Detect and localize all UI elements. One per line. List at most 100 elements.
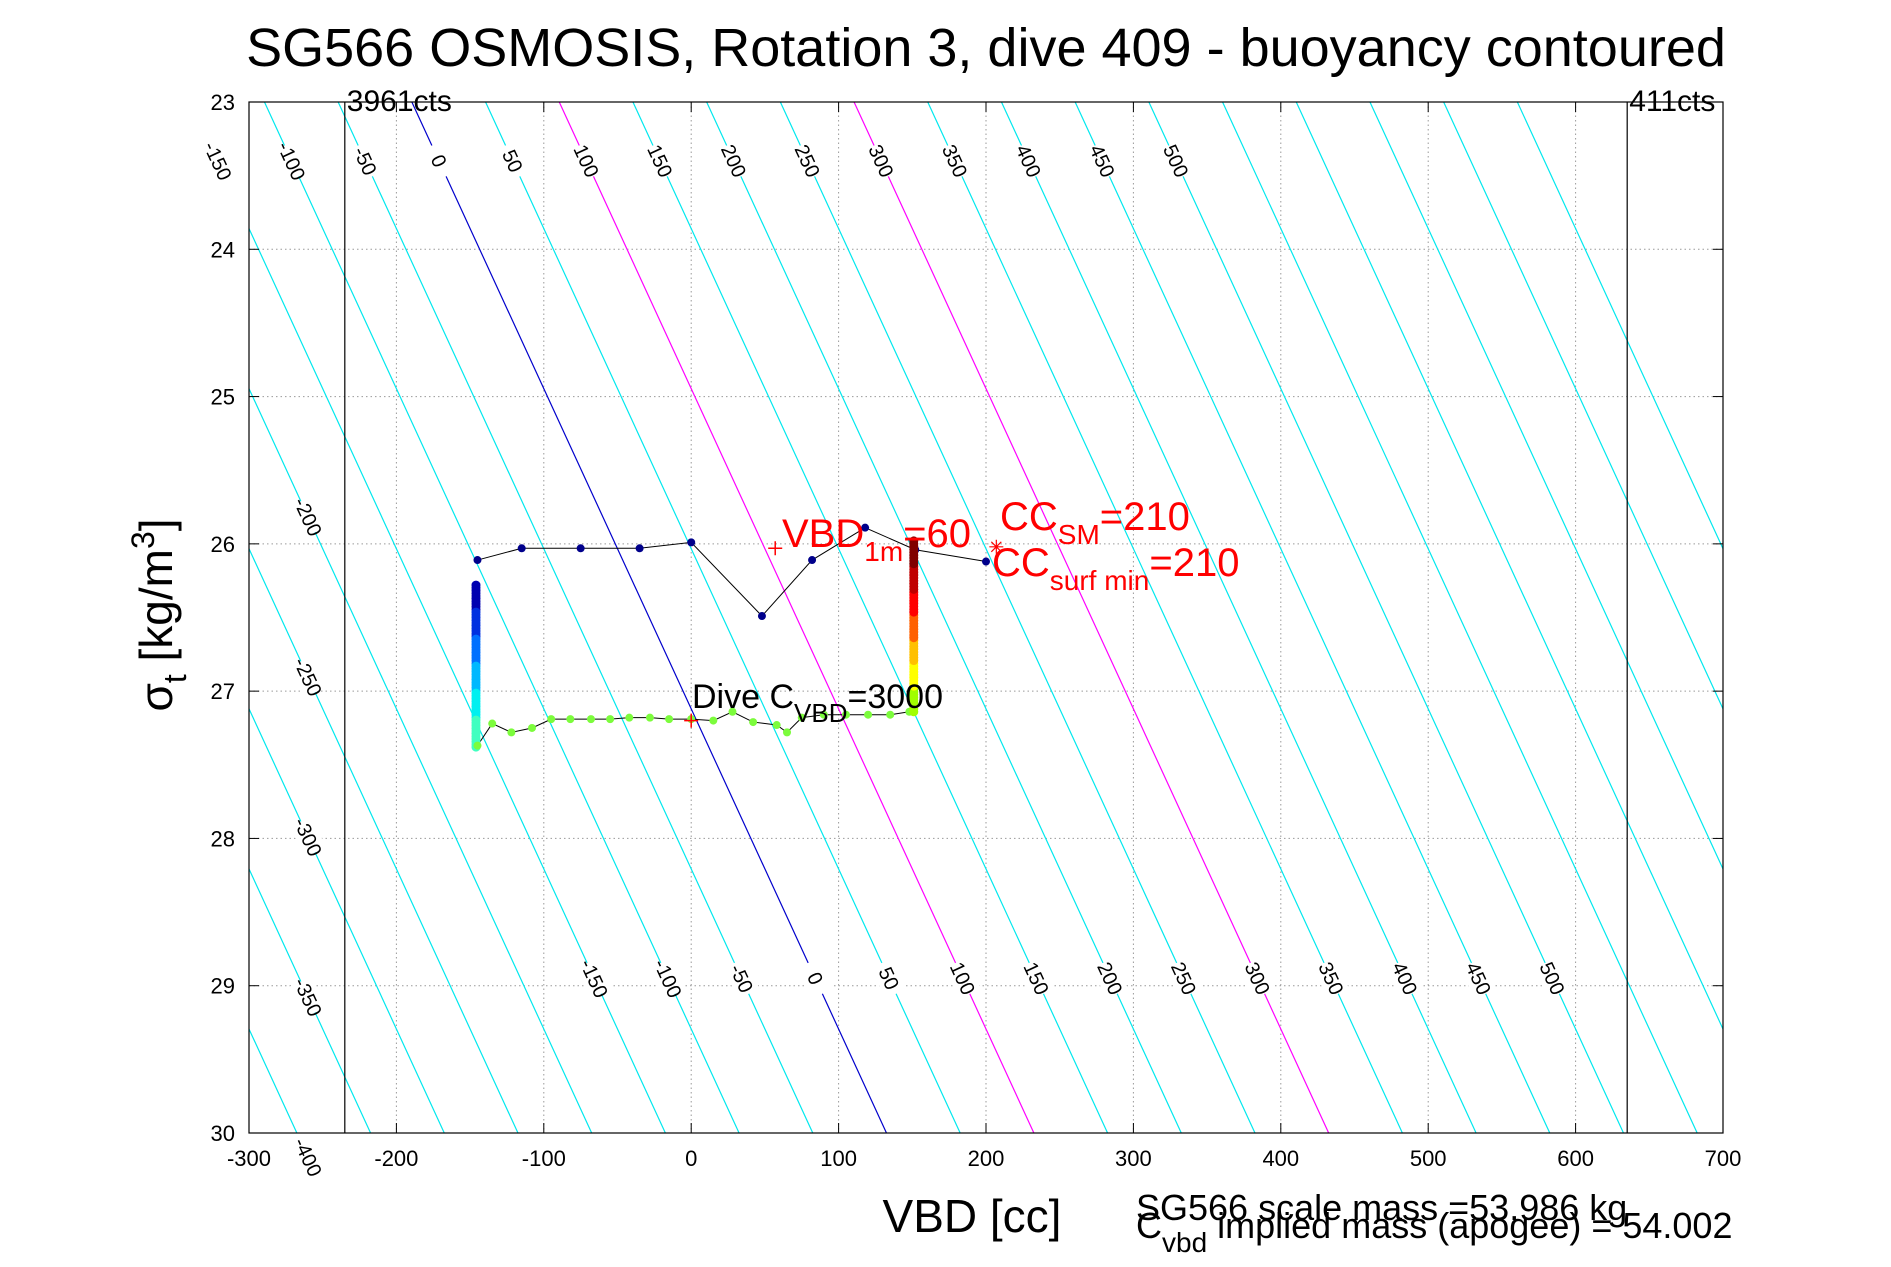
dive-c-main: Dive C: [692, 678, 794, 716]
implied-mass-note: Cvbd implied mass (apogee) = 54.002: [1136, 1205, 1732, 1258]
bottom-point: [728, 707, 737, 716]
contour-label-bg: [642, 140, 679, 182]
cc-surf-main: CC: [992, 541, 1050, 585]
x-tick-label: 700: [1705, 1146, 1742, 1171]
vbd-1m-marker: [768, 541, 783, 556]
x-tick-label: 200: [968, 1146, 1005, 1171]
bottom-point: [566, 715, 575, 724]
cc-sm-value: =210: [1100, 495, 1190, 539]
chart-title: SG566 OSMOSIS, Rotation 3, dive 409 - bu…: [246, 18, 1726, 78]
contour-line: [779, 102, 1256, 1133]
x-tick-label: 500: [1410, 1146, 1447, 1171]
bottom-point: [665, 715, 674, 724]
contour-label-bg: [1165, 957, 1202, 999]
contour-label-bg: [863, 140, 900, 182]
y-tick-label: 23: [211, 90, 235, 115]
dive-c-sub: VBD: [794, 698, 847, 728]
contour-line: [249, 707, 445, 1133]
x-axis-label: VBD [cc]: [883, 1190, 1062, 1242]
contour-line: [263, 102, 740, 1133]
x-tick-label: 600: [1557, 1146, 1594, 1171]
y-tick-label: 27: [211, 679, 235, 704]
climb-point: [473, 556, 482, 565]
y-tick-label: 25: [211, 385, 235, 410]
contour-label-bg: [1018, 957, 1055, 999]
contour-line: [927, 102, 1403, 1133]
y-label-close: ]: [130, 518, 182, 531]
contour-label-bg: [1084, 140, 1121, 182]
contour-label-bg: [1010, 140, 1047, 182]
cc-surf-sub: surf min: [1050, 565, 1150, 596]
climb-point: [517, 544, 526, 553]
x-tick-label: -200: [374, 1146, 418, 1171]
climb-line: [477, 527, 987, 617]
contour-line: [249, 867, 372, 1133]
climb-point: [687, 538, 696, 547]
climb-point: [576, 544, 585, 553]
contour-label-bg: [723, 957, 760, 999]
cc-sm-sub: SM: [1058, 519, 1100, 550]
contour-line: [1295, 102, 1723, 1031]
y-label-units: [kg/m: [130, 549, 182, 674]
bottom-point: [841, 710, 850, 719]
bottom-point: [528, 723, 537, 732]
implied-mass-main: C: [1136, 1205, 1162, 1246]
contour-line: [1443, 102, 1723, 711]
contour-label-bg: [289, 656, 326, 698]
contour-label-bg: [494, 140, 531, 182]
bottom-point: [749, 718, 758, 727]
cc-surf-value: =210: [1149, 541, 1239, 585]
bottom-point: [547, 715, 556, 724]
y-label-subscript: t: [157, 674, 193, 683]
grid-lines: [249, 102, 1723, 1133]
climb-point: [757, 612, 766, 621]
contour-label-bg: [576, 957, 613, 999]
y-tick-label: 24: [211, 237, 235, 262]
contour-label-bg: [715, 140, 752, 182]
contour-label-bg: [936, 140, 973, 182]
cc-sm-marker: [989, 539, 1004, 554]
y-axis-label: σt [kg/m3]: [125, 518, 193, 711]
contour-label-bg: [1313, 957, 1350, 999]
contour-label-bg: [1157, 140, 1194, 182]
contour-label-bg: [797, 957, 834, 999]
cc-sm-main: CC: [1000, 495, 1058, 539]
bottom-point: [797, 713, 806, 722]
climb-point: [635, 544, 644, 553]
contour-line: [853, 102, 1330, 1133]
bottom-point: [864, 710, 873, 719]
dive-c-annotation: Dive CVBD=3000: [692, 678, 943, 728]
contour-line: [1148, 102, 1625, 1133]
y-tick-label: 29: [211, 974, 235, 999]
x-tick-label: 400: [1262, 1146, 1299, 1171]
annotation-markers: [684, 539, 1004, 728]
contour-label-bg: [1092, 957, 1129, 999]
vbd-1m-main: VBD: [782, 512, 864, 556]
implied-mass-sub: vbd: [1162, 1227, 1207, 1258]
contour-label-bg: [1460, 957, 1497, 999]
vbd-1m-sub: 1m: [864, 536, 903, 567]
bottom-point: [473, 741, 482, 750]
bottom-point: [819, 710, 828, 719]
contour-label-bg: [1534, 957, 1571, 999]
x-tick-label: 100: [820, 1146, 857, 1171]
contour-label-bg: [199, 140, 236, 182]
contour-line: [249, 387, 593, 1133]
bottom-point: [645, 713, 654, 722]
contour-line: [249, 227, 666, 1133]
contour-line: [485, 102, 961, 1133]
contour-line: [1000, 102, 1477, 1133]
y-tick-label: 26: [211, 532, 235, 557]
bottom-point: [507, 728, 516, 737]
climb-point: [808, 556, 817, 565]
contour-label-bg: [347, 140, 384, 182]
ascent-point: [909, 536, 919, 546]
bottom-point: [772, 721, 781, 730]
contour-line: [1222, 102, 1698, 1133]
vbd-1m-value: =60: [903, 512, 971, 556]
contour-line: [706, 102, 1182, 1133]
y-tick-label: 30: [211, 1121, 235, 1146]
contour-line: [632, 102, 1109, 1133]
